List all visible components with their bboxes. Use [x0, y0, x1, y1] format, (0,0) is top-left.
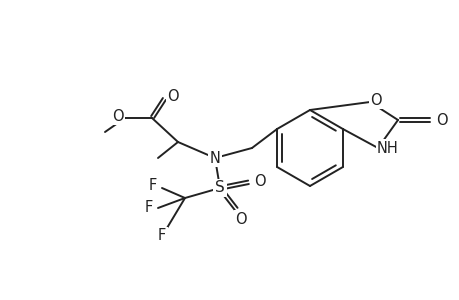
Text: O: O — [235, 212, 246, 226]
Text: F: F — [145, 200, 153, 215]
Text: O: O — [112, 109, 123, 124]
Text: N: N — [209, 151, 220, 166]
Text: O: O — [167, 88, 179, 104]
Text: NH: NH — [376, 140, 398, 155]
Text: O: O — [435, 112, 447, 128]
Text: O: O — [369, 92, 381, 107]
Text: F: F — [157, 229, 166, 244]
Text: F: F — [149, 178, 157, 194]
Text: S: S — [215, 181, 224, 196]
Text: O: O — [254, 175, 265, 190]
